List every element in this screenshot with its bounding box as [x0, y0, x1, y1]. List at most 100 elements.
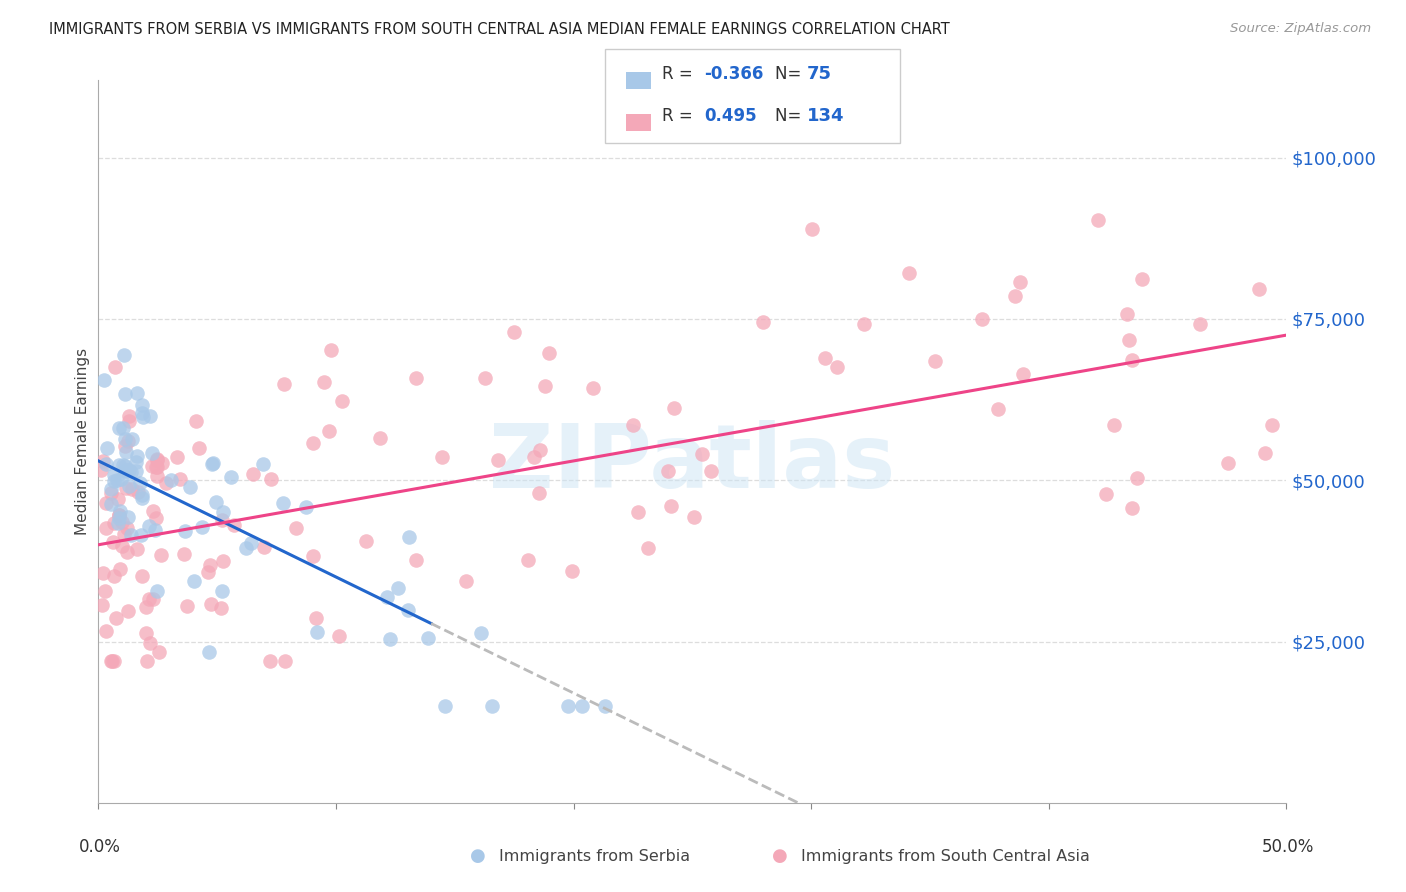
Point — [105, 473, 128, 487]
Point — [118, 479, 141, 493]
Point — [191, 520, 214, 534]
Point — [121, 482, 143, 496]
Point — [93, 373, 115, 387]
Point — [100, 482, 122, 496]
Point — [571, 699, 593, 714]
Text: 0.495: 0.495 — [704, 107, 756, 125]
Point — [135, 599, 157, 614]
Point — [1125, 471, 1147, 485]
Point — [205, 495, 228, 509]
Point — [114, 387, 136, 401]
Point — [1218, 457, 1240, 471]
Point — [1010, 275, 1032, 289]
Point — [176, 599, 198, 614]
Point — [198, 558, 221, 573]
Point — [396, 603, 419, 617]
Text: ●: ● — [772, 847, 789, 865]
Point — [114, 463, 136, 477]
Point — [801, 222, 824, 236]
Point — [470, 626, 492, 640]
Point — [1087, 212, 1109, 227]
Point — [91, 454, 114, 468]
Point — [96, 496, 118, 510]
Point — [127, 485, 149, 500]
Point — [527, 485, 550, 500]
Point — [657, 464, 679, 478]
Point — [1130, 271, 1153, 285]
Point — [103, 468, 125, 483]
Point — [166, 450, 188, 464]
Text: R =: R = — [662, 65, 699, 83]
Point — [149, 548, 172, 562]
Point — [110, 562, 132, 576]
Point — [96, 520, 118, 534]
Text: -0.366: -0.366 — [704, 65, 763, 83]
Point — [145, 452, 167, 467]
Point — [93, 566, 115, 581]
Point — [378, 632, 401, 646]
Point — [103, 654, 125, 668]
Point — [120, 528, 142, 542]
Point — [330, 394, 353, 409]
Point — [486, 453, 509, 467]
Point — [235, 541, 257, 555]
Point — [537, 346, 560, 360]
Point — [179, 479, 201, 493]
Point — [94, 457, 117, 471]
Point — [273, 376, 295, 391]
Point — [94, 624, 117, 639]
Point — [90, 463, 112, 477]
Point — [173, 524, 195, 539]
Point — [202, 456, 225, 470]
Point — [152, 456, 174, 470]
Point — [103, 359, 125, 374]
Point — [1095, 486, 1118, 500]
Point — [138, 519, 160, 533]
Point — [107, 516, 129, 531]
Point — [212, 505, 235, 519]
Point — [987, 402, 1010, 417]
Point — [305, 625, 328, 640]
Point — [169, 472, 191, 486]
Point — [114, 464, 136, 478]
Point — [146, 460, 169, 475]
Point — [107, 492, 129, 507]
Point — [93, 584, 115, 599]
Point — [124, 455, 146, 469]
Point — [117, 604, 139, 618]
Point — [432, 450, 454, 464]
Point — [1012, 368, 1035, 382]
Point — [183, 574, 205, 588]
Text: Immigrants from South Central Asia: Immigrants from South Central Asia — [801, 849, 1090, 863]
Point — [209, 601, 232, 615]
Point — [103, 474, 125, 488]
Point — [252, 457, 274, 471]
Point — [197, 565, 219, 579]
Text: ZIPatlas: ZIPatlas — [489, 420, 896, 507]
Point — [814, 351, 837, 365]
Point — [405, 553, 427, 567]
Point — [582, 381, 605, 395]
Point — [211, 584, 233, 599]
Point — [474, 371, 496, 385]
Point — [184, 414, 207, 428]
Point — [529, 443, 551, 458]
Point — [898, 266, 921, 280]
Point — [110, 504, 132, 518]
Text: N=: N= — [775, 65, 806, 83]
Point — [198, 645, 221, 659]
Text: IMMIGRANTS FROM SERBIA VS IMMIGRANTS FROM SOUTH CENTRAL ASIA MEDIAN FEMALE EARNI: IMMIGRANTS FROM SERBIA VS IMMIGRANTS FRO… — [49, 22, 950, 37]
Point — [111, 539, 134, 553]
Point — [132, 410, 155, 425]
Point — [125, 464, 148, 478]
Point — [319, 343, 342, 358]
Point — [659, 500, 682, 514]
Point — [131, 491, 153, 505]
Point — [561, 565, 583, 579]
Text: N=: N= — [775, 107, 806, 125]
Point — [219, 470, 242, 484]
Point — [211, 513, 233, 527]
Text: R =: R = — [662, 107, 699, 125]
Point — [368, 431, 391, 445]
Point — [534, 378, 557, 392]
